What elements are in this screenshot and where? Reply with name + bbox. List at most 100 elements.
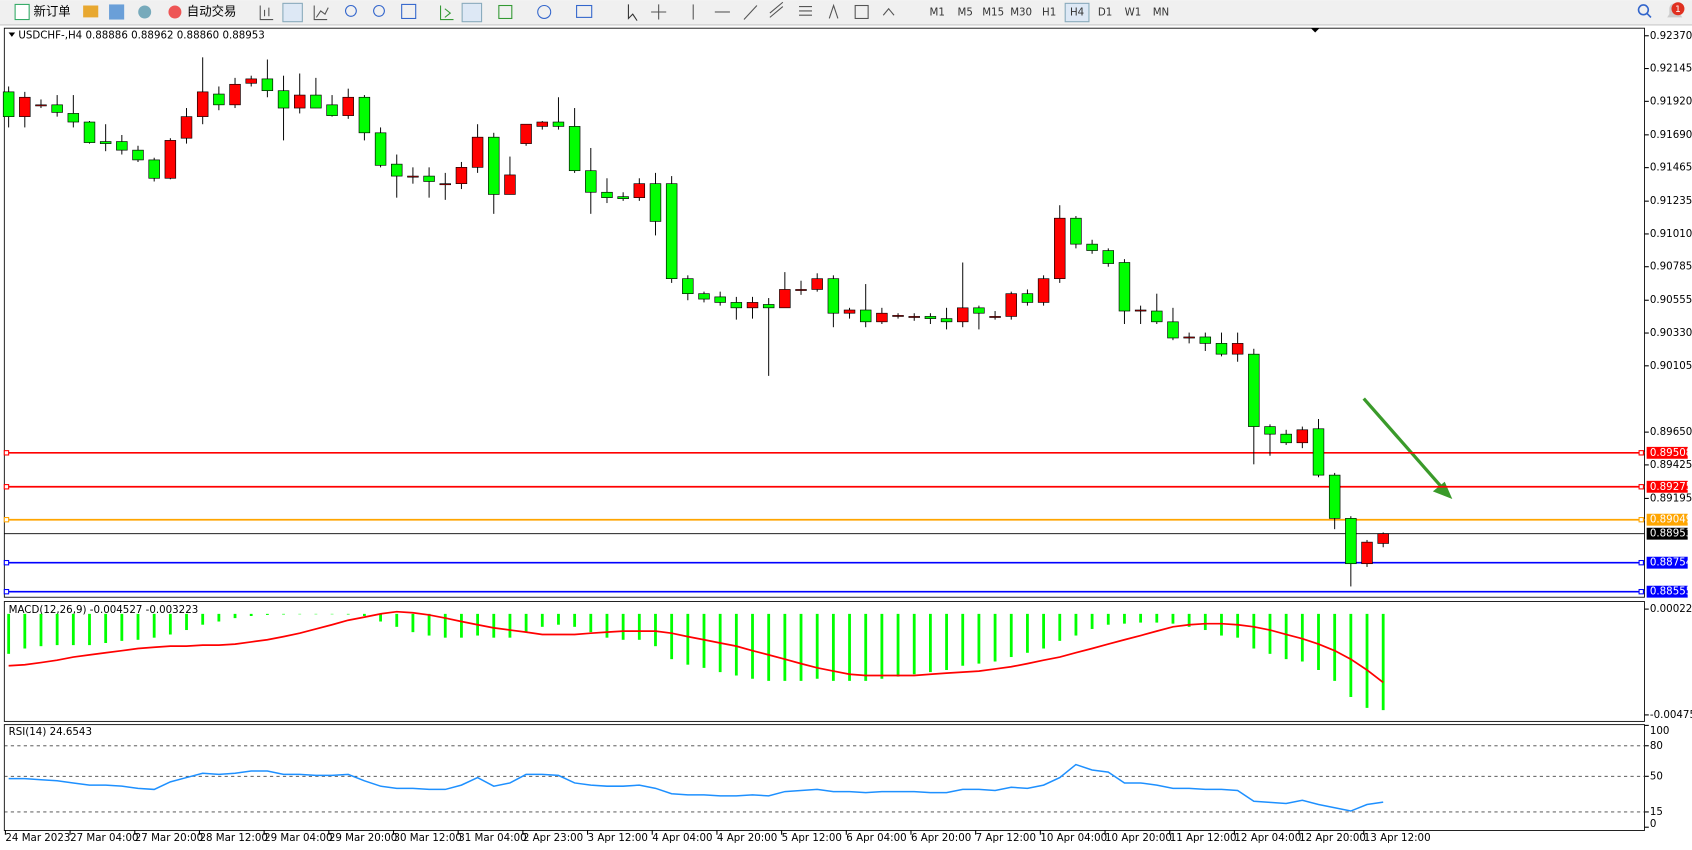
icon[interactable] — [882, 7, 895, 16]
candle-body — [568, 126, 581, 172]
x-tick-label: 4 Apr 20:00 — [717, 832, 777, 844]
y-tick-label: 0.90330 — [1650, 327, 1692, 339]
arrow-head — [1432, 481, 1453, 499]
macd-header: MACD(12,26,9) -0.004527 -0.003223 — [9, 604, 199, 616]
candle-body — [714, 296, 726, 303]
candle-body — [504, 174, 516, 195]
candle-body — [1296, 429, 1309, 444]
candle-body — [439, 183, 451, 186]
icon[interactable] — [627, 4, 638, 21]
notifications[interactable]: 1 — [1667, 2, 1685, 18]
candle-body — [293, 94, 306, 109]
candle-body — [762, 304, 775, 309]
candle-body — [1070, 217, 1082, 245]
level-label: 0.89049 — [1650, 514, 1692, 526]
bid-label: 0.88953 — [1650, 528, 1692, 540]
x-tick-label: 6 Apr 20:00 — [911, 832, 971, 844]
level-label-box — [1646, 556, 1688, 569]
badge-count: 1 — [1675, 4, 1681, 15]
timeframe-button[interactable]: M30 — [1010, 7, 1032, 19]
candle-body — [374, 132, 387, 166]
timeframe-button[interactable]: M1 — [930, 7, 945, 19]
low: 0.88860 — [177, 30, 219, 42]
candle-body — [779, 289, 791, 309]
icon[interactable] — [498, 4, 513, 20]
x-tick-label: 2 Apr 23:00 — [523, 832, 583, 844]
candle-body — [2, 91, 15, 117]
active-timeframe — [1064, 2, 1090, 23]
icon[interactable] — [743, 5, 758, 20]
icon[interactable] — [440, 5, 454, 21]
rsi-pane — [3, 724, 1645, 831]
level-handle — [3, 450, 10, 456]
level-handle — [3, 588, 10, 595]
y-tick-label: 0.92370 — [1650, 30, 1692, 42]
price-pane — [3, 27, 1645, 598]
trend-arrow — [1362, 397, 1453, 499]
candle-body — [1199, 336, 1212, 344]
icon[interactable] — [537, 4, 552, 20]
icon[interactable] — [313, 5, 329, 21]
candle-body — [132, 149, 144, 161]
timeframe-button[interactable]: MN — [1153, 7, 1170, 19]
candle-body — [795, 289, 807, 291]
icon[interactable] — [259, 5, 274, 21]
icon[interactable] — [576, 4, 593, 18]
icon[interactable] — [854, 4, 869, 20]
y-tick-label: 0.91010 — [1650, 228, 1692, 240]
y-tick-label: 0.91920 — [1650, 95, 1692, 107]
icon[interactable] — [344, 4, 357, 17]
x-tick-label: 29 Mar 20:00 — [329, 832, 397, 844]
icon[interactable] — [461, 2, 483, 23]
icon[interactable] — [769, 1, 784, 18]
candle-body — [1183, 336, 1195, 339]
level-handle — [3, 484, 10, 490]
candle-body — [342, 96, 354, 116]
icon[interactable] — [373, 4, 385, 17]
rsi-value: 24.6543 — [50, 726, 92, 738]
y-tick-label: 0.91465 — [1650, 162, 1692, 174]
candle-body — [148, 159, 160, 179]
timeframe-button[interactable]: D1 — [1098, 7, 1112, 19]
y-tick-label: 0.000224 — [1650, 603, 1692, 615]
candle-body — [391, 163, 403, 177]
candle-body — [617, 196, 629, 200]
timeframe-bar: M1 M5 M15 M30 H1 H4 D1 W1 MN — [930, 2, 1170, 23]
auto-trading-button[interactable]: 自动交易 — [168, 3, 236, 18]
icon[interactable] — [828, 3, 839, 19]
icon[interactable] — [401, 3, 417, 20]
icon[interactable] — [799, 6, 812, 16]
timeframe-button[interactable]: W1 — [1125, 7, 1142, 19]
candle-body — [1167, 321, 1179, 339]
level-label: 0.88754 — [1650, 557, 1692, 569]
x-tick-label: 30 Mar 12:00 — [394, 832, 462, 844]
x-tick-label: 29 Mar 04:00 — [264, 832, 332, 844]
icon[interactable] — [109, 4, 125, 20]
level-label: 0.89508 — [1650, 447, 1692, 459]
timeframe-button[interactable]: M5 — [958, 7, 973, 19]
candle-body — [1054, 217, 1066, 280]
icon[interactable] — [651, 4, 667, 20]
candle-body — [1037, 278, 1050, 303]
icon[interactable] — [282, 2, 303, 23]
macd-title: MACD(12,26,9) — [9, 604, 87, 616]
x-tick-label: 12 Apr 04:00 — [1234, 832, 1301, 844]
timeframe-button[interactable]: H1 — [1042, 7, 1056, 19]
search-button[interactable] — [1637, 4, 1652, 18]
icon[interactable] — [138, 5, 152, 19]
candle-body — [1328, 474, 1341, 519]
new-order-button[interactable]: 新订单 — [14, 3, 71, 21]
x-tick-label: 11 Apr 12:00 — [1170, 832, 1237, 844]
icon[interactable] — [83, 5, 99, 18]
arrow-shaft — [1362, 397, 1444, 490]
x-tick-label: 10 Apr 20:00 — [1105, 832, 1172, 844]
timeframe-button[interactable]: H4 — [1070, 7, 1084, 19]
candle-body — [1377, 533, 1389, 544]
candle-body — [180, 116, 193, 139]
timeframe-button[interactable]: M15 — [982, 7, 1004, 19]
candle-body — [601, 191, 613, 198]
candle-body — [164, 140, 177, 179]
y-tick-label: 15 — [1650, 806, 1663, 818]
candle-body — [1021, 293, 1034, 303]
